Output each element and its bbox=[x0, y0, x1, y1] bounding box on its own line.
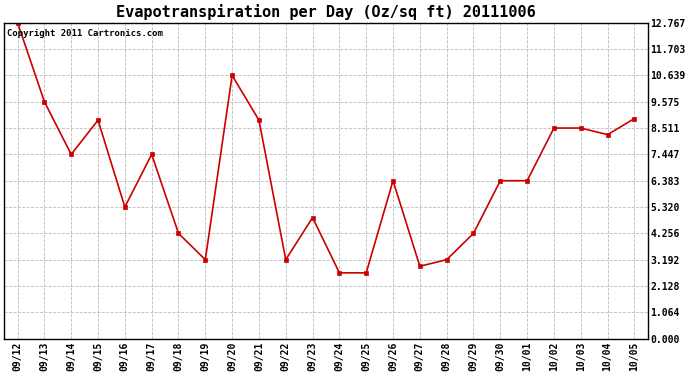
Text: Copyright 2011 Cartronics.com: Copyright 2011 Cartronics.com bbox=[8, 29, 164, 38]
Title: Evapotranspiration per Day (Oz/sq ft) 20111006: Evapotranspiration per Day (Oz/sq ft) 20… bbox=[116, 4, 536, 20]
